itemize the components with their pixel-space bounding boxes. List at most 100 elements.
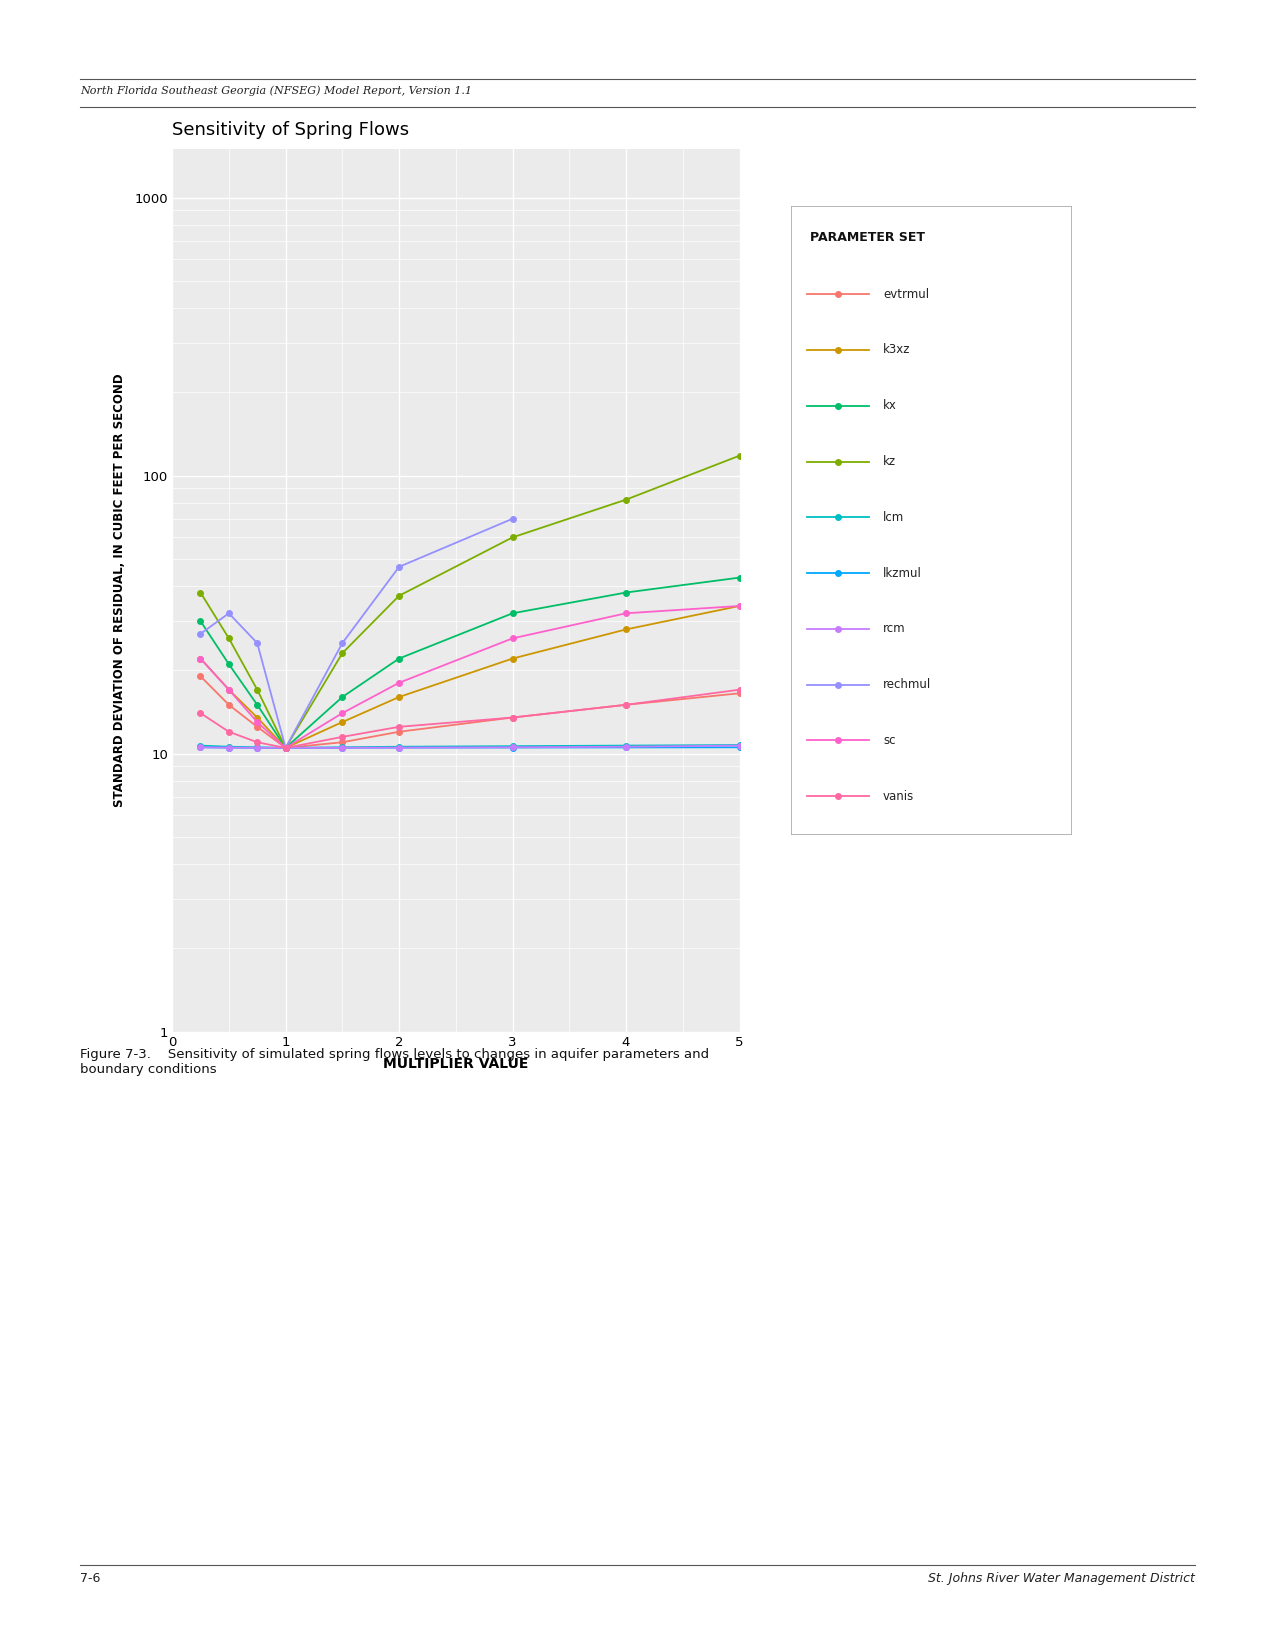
evtrmul	[250, 717, 265, 736]
Text: North Florida Southeast Georgia (NFSEG) Model Report, Version 1.1: North Florida Southeast Georgia (NFSEG) …	[80, 86, 472, 96]
Text: evtrmul: evtrmul	[884, 287, 929, 300]
Text: rechmul: rechmul	[884, 679, 931, 692]
Line: kz: kz	[198, 452, 742, 751]
lcm	[618, 736, 634, 756]
k3xz	[250, 708, 265, 728]
rechmul	[391, 556, 407, 576]
kz	[334, 644, 349, 664]
Line: rcm: rcm	[198, 743, 742, 751]
vanis	[618, 695, 634, 715]
vanis	[334, 726, 349, 746]
sc	[618, 603, 634, 622]
X-axis label: MULTIPLIER VALUE: MULTIPLIER VALUE	[382, 1057, 529, 1071]
k3xz	[222, 680, 237, 700]
kx	[278, 738, 293, 758]
rechmul	[505, 509, 520, 528]
kx	[732, 568, 747, 588]
k3xz	[278, 738, 293, 758]
kx	[334, 687, 349, 707]
kz	[250, 680, 265, 700]
lkzmul	[222, 738, 237, 758]
evtrmul	[505, 708, 520, 728]
rcm	[278, 738, 293, 758]
sc	[391, 674, 407, 693]
rechmul	[250, 634, 265, 654]
lkzmul	[193, 738, 208, 758]
lcm	[222, 736, 237, 756]
lkzmul	[618, 738, 634, 758]
rechmul	[278, 738, 293, 758]
Text: lcm: lcm	[884, 510, 904, 523]
kz	[222, 629, 237, 649]
vanis	[505, 708, 520, 728]
evtrmul	[334, 733, 349, 753]
Text: lkzmul: lkzmul	[884, 566, 922, 580]
evtrmul	[222, 695, 237, 715]
sc	[278, 738, 293, 758]
vanis	[278, 738, 293, 758]
vanis	[391, 717, 407, 736]
vanis	[250, 733, 265, 753]
kx	[505, 603, 520, 622]
sc	[193, 649, 208, 669]
Line: k3xz: k3xz	[198, 603, 742, 751]
vanis	[193, 703, 208, 723]
evtrmul	[618, 695, 634, 715]
Line: kx: kx	[198, 575, 742, 751]
sc	[222, 680, 237, 700]
sc	[732, 596, 747, 616]
k3xz	[732, 596, 747, 616]
rcm	[250, 738, 265, 758]
Text: vanis: vanis	[884, 789, 914, 802]
k3xz	[505, 649, 520, 669]
sc	[334, 703, 349, 723]
lkzmul	[391, 738, 407, 758]
kx	[222, 654, 237, 674]
rcm	[222, 738, 237, 758]
Line: lkzmul: lkzmul	[198, 745, 742, 751]
rcm	[334, 738, 349, 758]
Text: sc: sc	[884, 733, 895, 746]
kx	[618, 583, 634, 603]
lcm	[505, 736, 520, 756]
evtrmul	[193, 667, 208, 687]
kx	[250, 695, 265, 715]
sc	[505, 629, 520, 649]
k3xz	[334, 712, 349, 731]
Text: PARAMETER SET: PARAMETER SET	[810, 231, 926, 244]
Line: rechmul: rechmul	[198, 517, 515, 751]
Y-axis label: STANDARD DEVIATION OF RESIDUAL, IN CUBIC FEET PER SECOND: STANDARD DEVIATION OF RESIDUAL, IN CUBIC…	[113, 373, 126, 807]
rcm	[391, 738, 407, 758]
vanis	[222, 721, 237, 741]
kz	[732, 446, 747, 466]
rechmul	[193, 624, 208, 644]
Text: k3xz: k3xz	[884, 343, 910, 357]
rcm	[618, 736, 634, 756]
lcm	[391, 736, 407, 756]
lkzmul	[505, 738, 520, 758]
Text: 7-6: 7-6	[80, 1572, 101, 1585]
lkzmul	[732, 738, 747, 758]
sc	[250, 712, 265, 731]
Text: rcm: rcm	[884, 622, 905, 636]
evtrmul	[278, 738, 293, 758]
Line: sc: sc	[198, 603, 742, 751]
kz	[391, 586, 407, 606]
evtrmul	[732, 684, 747, 703]
Line: lcm: lcm	[198, 743, 742, 751]
Text: St. Johns River Water Management District: St. Johns River Water Management Distric…	[928, 1572, 1195, 1585]
lkzmul	[250, 738, 265, 758]
rechmul	[222, 603, 237, 622]
lkzmul	[278, 738, 293, 758]
evtrmul	[391, 721, 407, 741]
lcm	[278, 738, 293, 758]
Text: Figure 7-3.    Sensitivity of simulated spring flows levels to changes in aquife: Figure 7-3. Sensitivity of simulated spr…	[80, 1048, 709, 1076]
Text: kx: kx	[884, 400, 896, 413]
kx	[193, 611, 208, 631]
kz	[278, 738, 293, 758]
k3xz	[391, 687, 407, 707]
lcm	[334, 738, 349, 758]
rcm	[505, 738, 520, 758]
lcm	[193, 736, 208, 756]
kz	[193, 583, 208, 603]
